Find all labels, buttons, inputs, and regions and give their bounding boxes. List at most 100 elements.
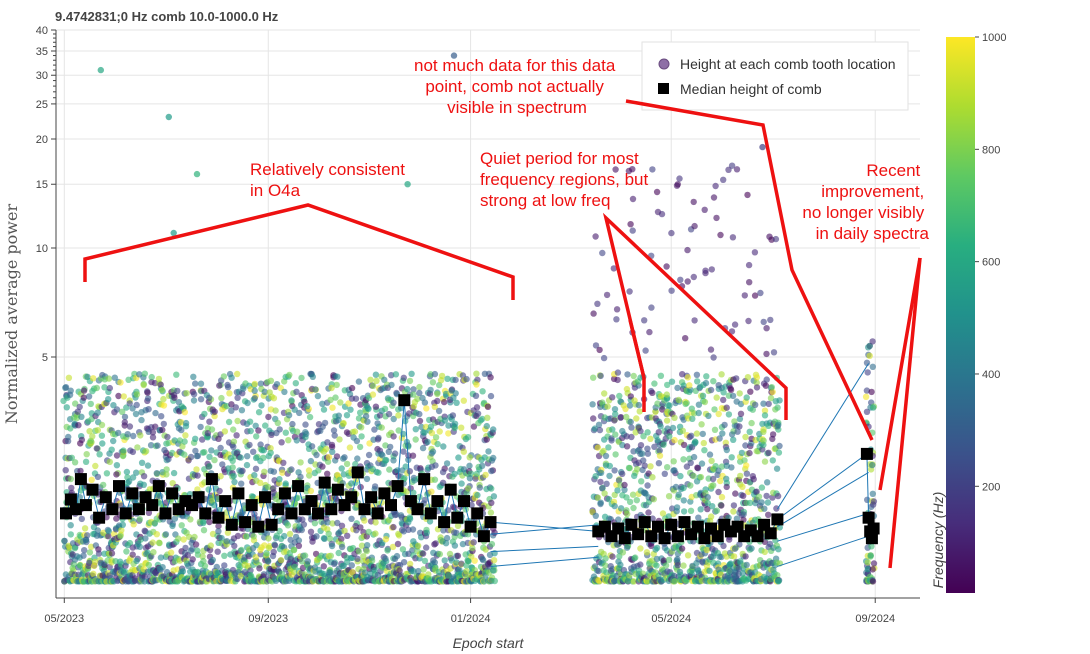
data-point [775,421,782,428]
data-point [326,569,333,576]
data-point [141,573,148,580]
data-point [279,469,286,476]
data-point [718,502,725,509]
data-point [113,406,121,413]
data-point [118,527,125,534]
axes [55,30,920,599]
data-point [224,383,232,391]
data-point [192,380,199,387]
data-point [727,386,735,394]
data-point [372,530,379,537]
median-square [64,493,77,506]
data-point [136,543,143,550]
data-point [455,454,462,461]
data-point [443,460,451,467]
annotation-arrow-recent [888,257,922,569]
data-point [725,166,732,173]
data-point [672,483,680,491]
data-point [701,206,708,213]
data-point [423,529,430,536]
data-point [677,472,684,480]
data-point [251,395,258,402]
data-point [308,443,316,450]
data-point [306,413,314,421]
data-point [713,507,720,514]
data-point [117,379,124,386]
data-point [639,450,646,457]
data-point [702,267,709,274]
connector-line [776,363,870,510]
data-point [354,455,361,462]
data-point [404,385,411,393]
data-point [389,543,397,551]
data-point [601,390,608,397]
data-point [459,540,467,548]
data-point [473,381,480,388]
median-square [860,447,873,460]
data-point [453,399,460,406]
data-point [741,292,748,299]
data-point [743,394,750,401]
data-point [454,552,462,559]
data-point [365,528,372,536]
data-point [421,429,428,436]
data-point [617,505,625,512]
data-point [306,472,313,479]
data-point [740,492,747,499]
data-point [333,381,340,389]
data-point [105,396,112,403]
data-point [752,401,759,408]
data-point [257,441,264,448]
data-point [406,468,413,475]
data-point [704,505,711,513]
data-point [290,568,298,576]
data-point [232,404,239,411]
data-point [321,535,328,542]
data-point [638,478,645,485]
data-point [644,482,651,489]
data-point [869,490,876,497]
data-point [429,379,437,386]
data-point [358,433,365,440]
data-point [334,519,341,527]
data-point [276,476,283,483]
data-point [470,423,478,430]
data-point [373,377,380,384]
data-point [464,434,472,441]
data-point [395,412,402,419]
data-point [703,546,711,554]
data-point [733,166,741,173]
data-point [327,396,334,404]
data-point [431,403,438,410]
data-point [483,436,490,443]
data-point [381,405,389,413]
data-point [157,554,165,561]
data-point [628,424,635,431]
data-point [286,371,293,379]
data-point [313,451,320,459]
data-point [710,354,717,361]
data-point [253,433,260,440]
data-point [270,485,277,492]
data-point [458,560,465,567]
data-point [594,494,602,501]
median-square [385,499,397,512]
median-square [658,532,671,545]
data-point [184,552,191,559]
data-point [178,419,185,426]
data-point [230,443,237,450]
data-point [231,542,238,550]
data-point [71,545,79,552]
data-point [597,478,604,486]
data-point [423,405,430,412]
data-point [662,562,670,569]
data-point [647,435,654,442]
data-point [441,557,448,564]
data-point [158,413,165,420]
data-point [328,384,335,392]
data-point [741,457,748,464]
data-point [85,393,93,400]
data-point [764,499,772,506]
data-point [473,370,480,377]
data-point [770,349,778,356]
